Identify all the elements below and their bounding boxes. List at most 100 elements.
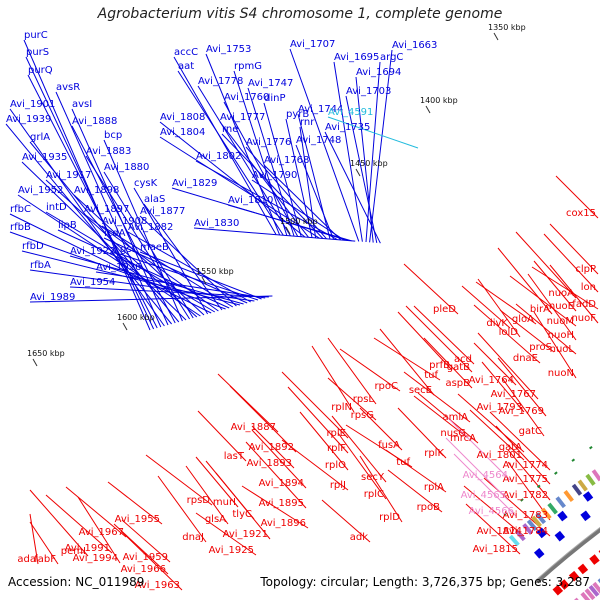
cog-strip-outer [541,507,552,520]
label-connector [345,95,378,244]
label-connector [501,377,545,437]
label-connector [45,179,198,318]
gene-label: aat [178,61,194,72]
gene-label: murI [213,497,236,508]
cog-strip-outer [547,502,558,515]
reverse-gene [559,579,570,590]
gene-label: Avi_1926 [96,262,141,273]
label-connector [221,133,324,239]
genome-summary: Topology: circular; Length: 3,726,375 bp… [260,575,590,589]
gene-label: Avi_4564 [463,470,508,481]
gene-label: Avi_1707 [290,39,335,50]
label-connector [193,227,356,242]
tick-mark [493,32,499,41]
label-connector [515,303,577,355]
label-connector [223,101,299,237]
label-connector [241,485,309,529]
gene-label: Avi_1898 [74,185,119,196]
tick-mark [425,105,431,114]
gene-label: Avi_1892 [249,442,294,453]
gene-label: rplA [424,482,444,493]
label-connector [263,102,302,237]
feature-rings [503,445,600,600]
gene-label: Avi_1753 [206,44,251,55]
gene-label: alaS [144,194,165,205]
label-connector [311,345,355,413]
gene-label: Avi_1955 [115,514,160,525]
tick-marks: 1350 kbp 1400 kbp 1450 kbp 1500 kbp 1550 kbp… [27,23,526,367]
gene-label: Avi_1694 [356,67,401,78]
gene-label: Avi_1966 [121,564,166,575]
gene-label: nuoA [548,288,574,299]
label-connector [295,144,335,240]
label-connector [403,371,471,423]
cog-strip-outer [585,473,596,486]
gene-label: purS [26,47,49,58]
gene-label: Avi_1917 [46,170,91,181]
reverse-gene [589,554,600,565]
gene-label: Avi_1877 [140,206,185,217]
gc-skew-mark [520,498,524,502]
label-connector [369,49,393,243]
gene-label: pemI [61,546,86,557]
label-connector [339,348,401,392]
gene-label: gatC [519,426,542,437]
gene-label: icdA [104,228,126,239]
gene-label: rplD [379,512,400,523]
backbone-ring [535,526,600,584]
forward-gene [533,548,545,559]
label-connector [555,175,599,219]
gene-label: Avi_1747 [248,78,293,89]
gene-label: grlA [30,132,50,143]
accession-label: Accession: NC_011989 [8,575,145,589]
gene-label: Avi_1767 [491,389,536,400]
gene-label: Avi_1802 [196,151,241,162]
gene-label: fabF [34,554,56,565]
label-connector [119,253,259,301]
gene-label: nuoE [549,301,574,312]
gene-label: acd [454,354,472,365]
gene-label: bcp [104,130,122,141]
label-connector [359,455,403,523]
forward-gene [536,527,548,539]
label-connector [387,469,443,513]
gene-label: Avi_1925 [209,545,254,556]
cog-strip-outer [526,519,538,532]
label-connector [157,475,207,543]
tick-mark [285,226,291,235]
gene-label: nuoN [548,368,574,379]
gene-label: Avi_4591 [328,107,373,118]
label-connector [397,311,453,371]
label-connector [423,337,473,389]
cog-strip-outer [563,490,574,502]
label-connector [281,371,349,439]
gene-label: Avi_1894 [259,478,304,489]
forward-gene [557,510,568,522]
gene-label: Avi_1888 [72,116,117,127]
label-connector [527,273,577,341]
label-connector [233,70,288,236]
gene-label: lipB [58,220,77,231]
label-connector [29,521,59,565]
gene-label: Avi_1760 [224,92,269,103]
label-connector [475,281,537,325]
gene-label: rpsL [353,394,375,405]
gene-label: divK [486,318,508,329]
gene-label: fusA [378,440,400,451]
label-connector [373,337,441,381]
gene-label: Avi_1782 [503,490,548,501]
gene-label: rpoB [417,502,441,513]
label-connector [289,48,360,242]
gene-label: accC [174,47,198,58]
label-connector [21,250,241,306]
label-connector [17,194,201,317]
gene-label: gst [120,244,136,255]
tick-label: 1500 kbp [280,217,318,226]
cog-strip-outer [522,523,534,535]
tick-label: 1450 kbp [350,159,388,168]
gene-label: Avi_1748 [296,135,341,146]
gc-skew-mark [589,445,593,450]
label-connector [103,171,194,319]
cog-strip-outer [508,534,520,547]
